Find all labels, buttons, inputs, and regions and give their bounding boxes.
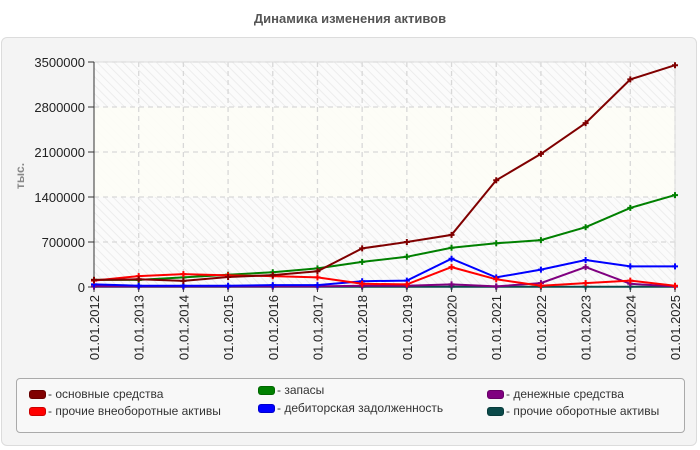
legend: - основные средства - прочие внеоборотны… (16, 378, 685, 433)
grid-lines (94, 61, 676, 287)
legend-swatch (258, 403, 275, 413)
axes: 0 700000 1400000 2100000 2800000 3500000 01.01… (34, 55, 683, 360)
legend-swatch (29, 389, 46, 399)
legend-item-fixed-assets[interactable]: - основные средства (29, 387, 163, 401)
svg-text:01.01.2021: 01.01.2021 (489, 295, 504, 360)
legend-swatch (258, 385, 275, 395)
plot-area (94, 62, 675, 287)
legend-item-cash[interactable]: - денежные средства (487, 387, 624, 401)
svg-text:0: 0 (78, 280, 85, 295)
legend-label: - прочие оборотные активы (506, 404, 660, 418)
svg-text:1400000: 1400000 (34, 190, 85, 205)
svg-text:01.01.2016: 01.01.2016 (266, 295, 281, 360)
svg-text:700000: 700000 (42, 235, 85, 250)
legend-swatch (487, 406, 504, 416)
legend-swatch (29, 406, 46, 416)
legend-item-other-noncurrent-assets[interactable]: - прочие внеоборотные активы (29, 404, 221, 418)
series-lines (91, 62, 678, 290)
legend-label: - денежные средства (506, 387, 624, 401)
y-axis-label: тыс. (13, 163, 27, 189)
legend-label: - основные средства (48, 387, 164, 401)
svg-text:01.01.2014: 01.01.2014 (176, 295, 191, 360)
svg-text:01.01.2013: 01.01.2013 (132, 295, 147, 360)
svg-text:01.01.2015: 01.01.2015 (221, 295, 236, 360)
svg-text:01.01.2023: 01.01.2023 (579, 295, 594, 360)
svg-text:01.01.2024: 01.01.2024 (623, 295, 638, 360)
svg-text:01.01.2012: 01.01.2012 (87, 295, 102, 360)
legend-item-receivables[interactable]: - дебиторская задолженность (258, 401, 443, 415)
svg-text:01.01.2020: 01.01.2020 (445, 295, 460, 360)
svg-text:2100000: 2100000 (34, 145, 85, 160)
svg-text:01.01.2022: 01.01.2022 (534, 295, 549, 360)
legend-item-other-current-assets[interactable]: - прочие оборотные активы (487, 404, 659, 418)
legend-label: - запасы (277, 383, 325, 397)
svg-text:01.01.2019: 01.01.2019 (400, 295, 415, 360)
svg-text:3500000: 3500000 (34, 55, 85, 70)
legend-label: - прочие внеоборотные активы (48, 404, 221, 418)
svg-text:01.01.2018: 01.01.2018 (355, 295, 370, 360)
chart-title: Динамика изменения активов (253, 11, 447, 26)
svg-text:2800000: 2800000 (34, 100, 85, 115)
legend-item-inventory[interactable]: - запасы (258, 383, 324, 397)
legend-swatch (487, 389, 504, 399)
svg-text:01.01.2025: 01.01.2025 (668, 295, 683, 360)
legend-label: - дебиторская задолженность (277, 401, 444, 415)
svg-text:01.01.2017: 01.01.2017 (310, 295, 325, 360)
